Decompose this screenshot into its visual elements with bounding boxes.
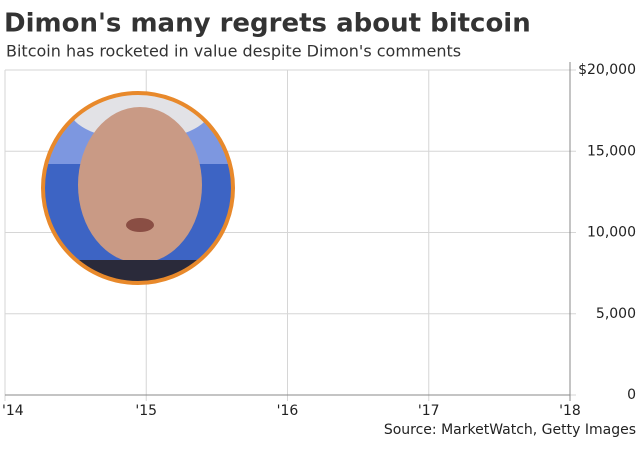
chart-title: Dimon's many regrets about bitcoin bbox=[4, 9, 531, 39]
y-tick-label: 10,000 bbox=[587, 225, 636, 241]
chart-subtitle: Bitcoin has rocketed in value despite Di… bbox=[6, 42, 461, 61]
source: Source: MarketWatch, Getty Images bbox=[384, 422, 636, 438]
y-tick-label: $20,000 bbox=[578, 62, 636, 78]
x-tick-label: '16 bbox=[277, 403, 299, 419]
y-tick-label: 0 bbox=[627, 387, 636, 403]
photo bbox=[41, 91, 235, 285]
x-tick-label: '18 bbox=[559, 403, 581, 419]
x-tick-label: '17 bbox=[418, 403, 440, 419]
x-tick-label: '15 bbox=[135, 403, 157, 419]
x-tick-label: '14 bbox=[2, 403, 24, 419]
y-tick-label: 5,000 bbox=[596, 306, 636, 322]
y-tick-label: 15,000 bbox=[587, 143, 636, 159]
